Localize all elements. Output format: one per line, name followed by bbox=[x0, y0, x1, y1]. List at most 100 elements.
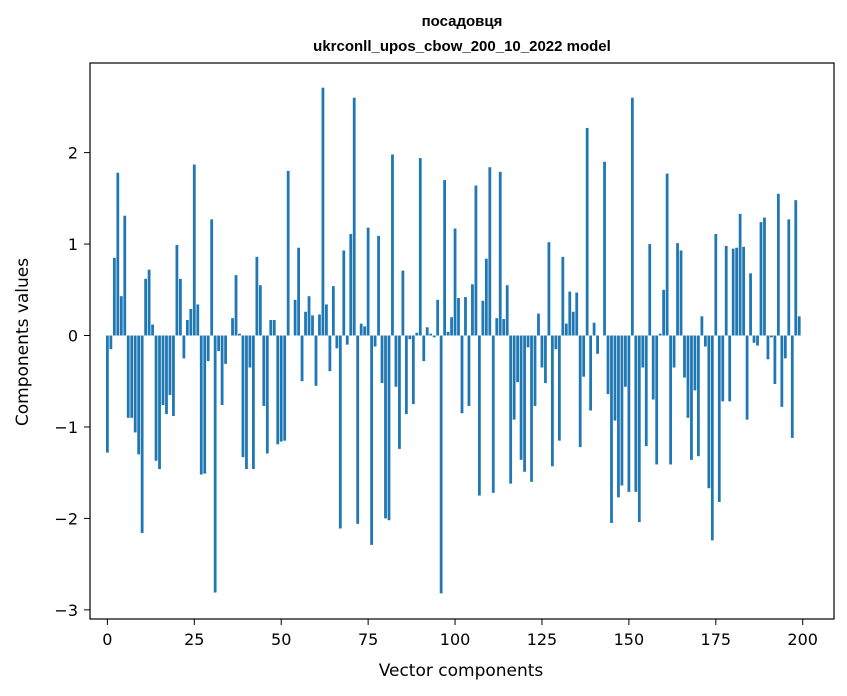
bar-24 bbox=[189, 308, 193, 336]
y-axis-label: Components values bbox=[13, 258, 33, 426]
bar-192 bbox=[773, 335, 777, 384]
bar-161 bbox=[665, 173, 669, 336]
plot-frame bbox=[89, 62, 835, 620]
bar-42 bbox=[252, 335, 255, 470]
bar-101 bbox=[457, 298, 460, 336]
bar-197 bbox=[790, 335, 794, 438]
bar-22 bbox=[182, 335, 186, 359]
bar-56 bbox=[300, 335, 304, 382]
bar-121 bbox=[526, 335, 530, 348]
bar-71 bbox=[352, 97, 356, 336]
bar-50 bbox=[279, 335, 283, 442]
bar-34 bbox=[224, 335, 227, 364]
bar-19 bbox=[172, 335, 175, 416]
bar-46 bbox=[265, 335, 269, 454]
x-tick-label-1: 25 bbox=[184, 630, 204, 649]
bar-96 bbox=[439, 335, 443, 594]
bar-185 bbox=[749, 273, 752, 336]
bar-65 bbox=[331, 286, 335, 336]
bar-1 bbox=[109, 335, 113, 350]
bar-85 bbox=[401, 270, 405, 336]
bar-154 bbox=[641, 335, 645, 368]
bar-119 bbox=[519, 335, 523, 460]
bar-9 bbox=[137, 335, 141, 455]
bar-195 bbox=[783, 335, 787, 359]
bar-147 bbox=[617, 335, 620, 498]
bar-170 bbox=[697, 335, 700, 457]
bar-120 bbox=[523, 335, 526, 472]
bar-148 bbox=[620, 335, 624, 486]
bar-18 bbox=[168, 335, 172, 395]
bar-80 bbox=[384, 335, 387, 519]
bar-28 bbox=[203, 335, 207, 474]
bar-81 bbox=[387, 335, 391, 521]
bar-8 bbox=[133, 335, 137, 433]
bar-144 bbox=[606, 335, 610, 395]
bar-124 bbox=[537, 313, 540, 336]
bar-70 bbox=[349, 234, 353, 336]
bar-112 bbox=[495, 318, 499, 336]
bar-105 bbox=[471, 284, 474, 336]
bar-108 bbox=[481, 300, 485, 336]
bar-98 bbox=[446, 331, 450, 336]
bar-162 bbox=[669, 335, 672, 465]
bar-31 bbox=[213, 335, 217, 593]
bar-180 bbox=[731, 248, 735, 336]
bar-78 bbox=[377, 235, 380, 336]
bar-193 bbox=[776, 193, 780, 336]
bar-156 bbox=[648, 244, 652, 336]
x-tick-label-3: 75 bbox=[358, 630, 378, 649]
bar-30 bbox=[210, 219, 214, 336]
bar-136 bbox=[578, 335, 582, 448]
bar-13 bbox=[151, 324, 154, 336]
bar-89 bbox=[415, 332, 419, 336]
bar-111 bbox=[491, 335, 495, 493]
bar-49 bbox=[276, 335, 280, 445]
bar-36 bbox=[231, 318, 234, 336]
bar-14 bbox=[154, 335, 158, 461]
bar-172 bbox=[703, 335, 707, 347]
bar-138 bbox=[585, 127, 589, 336]
bar-29 bbox=[206, 335, 210, 362]
bar-51 bbox=[283, 335, 287, 441]
bar-55 bbox=[297, 247, 300, 336]
bar-188 bbox=[759, 222, 763, 336]
bar-95 bbox=[436, 299, 440, 336]
x-tick-label-4: 100 bbox=[440, 630, 471, 649]
bar-163 bbox=[672, 335, 676, 368]
bar-176 bbox=[717, 335, 721, 502]
bar-41 bbox=[248, 335, 252, 368]
bar-58 bbox=[307, 296, 311, 336]
bar-67 bbox=[338, 335, 342, 529]
bar-141 bbox=[596, 335, 599, 354]
bar-20 bbox=[175, 244, 179, 336]
bar-92 bbox=[425, 327, 429, 336]
bar-82 bbox=[391, 154, 394, 336]
bar-134 bbox=[571, 311, 575, 336]
bar-109 bbox=[484, 258, 488, 336]
bar-27 bbox=[199, 335, 203, 475]
bar-45 bbox=[262, 335, 266, 406]
bar-179 bbox=[728, 335, 732, 402]
bar-137 bbox=[582, 335, 586, 377]
bar-21 bbox=[179, 278, 182, 336]
bar-191 bbox=[770, 335, 773, 338]
y-tick-label-5: 2 bbox=[68, 144, 78, 163]
bar-187 bbox=[756, 335, 759, 346]
bar-186 bbox=[752, 335, 756, 343]
bar-103 bbox=[464, 297, 467, 336]
bar-4 bbox=[119, 296, 123, 336]
bar-115 bbox=[505, 285, 509, 336]
bar-52 bbox=[286, 170, 290, 336]
bar-62 bbox=[321, 87, 325, 336]
bar-64 bbox=[328, 335, 332, 372]
bar-196 bbox=[787, 219, 791, 336]
bar-175 bbox=[714, 234, 718, 336]
bar-167 bbox=[686, 335, 690, 418]
bar-145 bbox=[610, 335, 613, 523]
bar-153 bbox=[637, 335, 641, 523]
x-tick-label-8: 200 bbox=[787, 630, 818, 649]
y-tick-label-1: −2 bbox=[54, 509, 78, 528]
bar-177 bbox=[721, 335, 725, 402]
